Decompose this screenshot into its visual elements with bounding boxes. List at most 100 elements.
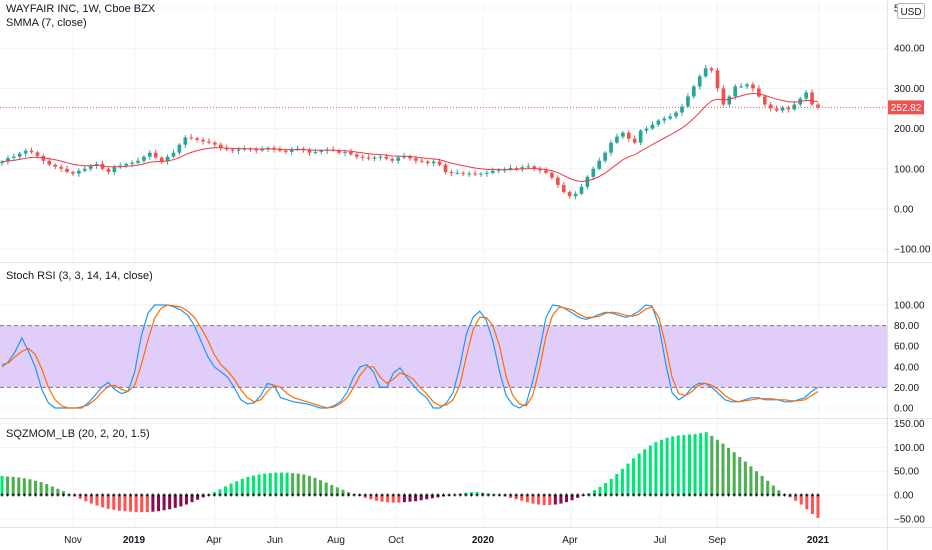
squeeze-cross-marker (648, 493, 652, 497)
momentum-bar (0, 475, 4, 495)
squeeze-cross-marker (397, 493, 401, 497)
momentum-bar (414, 495, 418, 502)
candle-body (366, 157, 371, 159)
momentum-bar (6, 476, 10, 495)
momentum-bar (313, 477, 317, 495)
momentum-bar (704, 432, 708, 495)
momentum-bar (710, 435, 714, 495)
momentum-bar (17, 477, 21, 495)
candle-body (520, 167, 525, 169)
momentum-bar (592, 490, 596, 495)
stoch-axis-tick-label: 60.00 (894, 342, 919, 353)
squeeze-cross-marker (6, 493, 10, 497)
candle-body (236, 149, 241, 151)
candle-body (153, 152, 158, 158)
squeeze-cross-marker (291, 493, 295, 497)
currency-button[interactable] (897, 3, 925, 19)
squeeze-cross-marker (514, 493, 518, 497)
price-axis[interactable]: −100.000.00100.00200.00300.00400.00500.0… (894, 4, 931, 526)
squeeze-cross-marker (816, 493, 820, 497)
candle-body (65, 168, 69, 173)
squeeze-cross-marker (469, 493, 473, 497)
candle-body (561, 184, 566, 193)
candle-body (183, 137, 188, 145)
squeeze-cross-marker (464, 493, 468, 497)
momentum-bar (391, 495, 395, 503)
momentum-bar (196, 495, 200, 500)
candle-body (354, 154, 359, 157)
squeeze-cross-marker (419, 493, 423, 497)
momentum-bar (319, 480, 323, 495)
stoch-rsi-pane[interactable] (0, 304, 887, 409)
momentum-bar (816, 495, 820, 518)
candle-body (443, 164, 448, 173)
time-axis-tick-label: Sep (708, 535, 726, 546)
momentum-bar (648, 445, 652, 495)
squeeze-cross-marker (151, 493, 155, 497)
squeeze-cross-marker (352, 493, 356, 497)
candle-body (319, 150, 324, 152)
squeeze-cross-marker (548, 493, 552, 497)
candle-body (349, 151, 353, 155)
squeeze-cross-marker (112, 493, 116, 497)
squeeze-cross-marker (402, 493, 406, 497)
momentum-bar (799, 495, 803, 505)
candle-body (810, 92, 814, 105)
candle-body (6, 157, 10, 162)
price-axis-tick-label: 300.00 (894, 84, 925, 95)
price-pane[interactable] (0, 65, 887, 200)
candle-body (508, 167, 513, 170)
squeeze-cross-marker (492, 493, 496, 497)
squeeze-cross-marker (28, 493, 32, 497)
candle-body (218, 144, 223, 148)
momentum-bar (693, 434, 697, 495)
squeeze-cross-marker (693, 493, 697, 497)
squeeze-cross-marker (537, 493, 541, 497)
candle-body (402, 155, 406, 158)
momentum-bar (302, 474, 306, 495)
time-axis-tick-label: Jun (267, 535, 283, 546)
candle-body (177, 144, 182, 153)
candle-body (396, 157, 401, 161)
momentum-bar (760, 475, 764, 495)
momentum-bar (402, 495, 406, 503)
candle-body (82, 168, 87, 171)
squeeze-cross-marker (162, 493, 166, 497)
candle-body (656, 120, 661, 125)
squeeze-cross-marker (56, 493, 60, 497)
momentum-bar (620, 468, 624, 495)
candle-body (603, 152, 607, 161)
squeeze-cross-marker (196, 493, 200, 497)
squeeze-momentum-pane[interactable] (0, 432, 820, 518)
candle-body (136, 160, 140, 163)
momentum-bar (520, 495, 524, 501)
momentum-bar (721, 443, 725, 495)
momentum-bar (50, 486, 54, 495)
squeeze-cross-marker (67, 493, 71, 497)
candle-body (414, 158, 418, 161)
sqzmom-axis-tick-label: −50.00 (894, 514, 925, 525)
momentum-bar (274, 472, 278, 495)
candle-body (437, 161, 442, 165)
candle-body (638, 130, 643, 143)
squeeze-cross-marker (503, 493, 507, 497)
momentum-bar (632, 458, 636, 495)
squeeze-cross-marker (224, 493, 228, 497)
squeeze-cross-marker (794, 493, 798, 497)
time-axis-tick-label: Nov (64, 535, 82, 546)
squeeze-cross-marker (218, 493, 222, 497)
time-axis[interactable]: Nov 2019 Apr Jun Aug Oct 2020 Apr Jul Sep 2021 (64, 535, 829, 546)
squeeze-cross-marker (699, 493, 703, 497)
stoch-axis-tick-label: 0.00 (894, 404, 914, 415)
squeeze-cross-marker (436, 493, 440, 497)
stoch-axis-tick-label: 100.00 (894, 301, 925, 312)
momentum-bar (805, 495, 809, 510)
squeeze-cross-marker (45, 493, 49, 497)
candle-body (674, 112, 678, 117)
candle-body (780, 107, 785, 111)
squeeze-cross-marker (302, 493, 306, 497)
squeeze-cross-marker (347, 493, 351, 497)
candle-body (88, 165, 93, 169)
candle-body (159, 157, 164, 162)
